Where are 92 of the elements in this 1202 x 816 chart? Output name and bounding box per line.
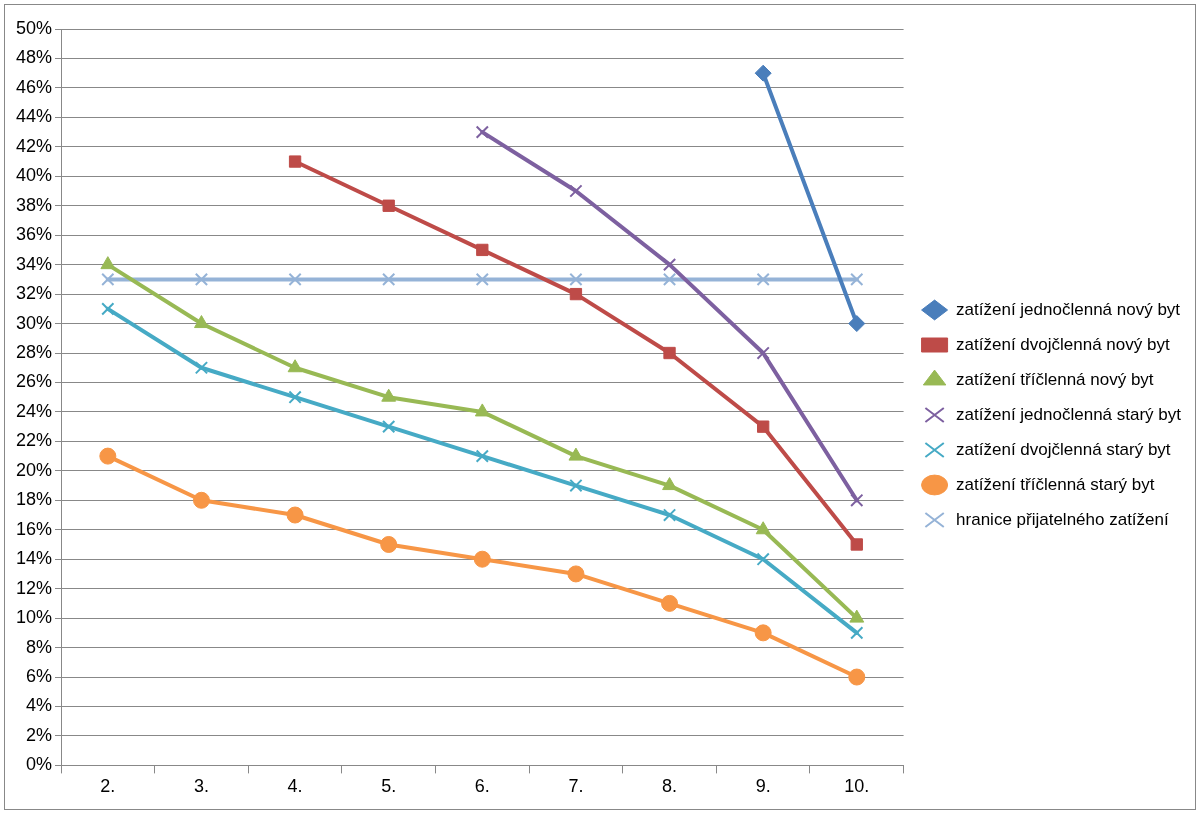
y-tick-label: 4%	[26, 695, 53, 716]
legend-label: zatížení dvojčlenná starý byt	[956, 439, 1171, 459]
legend-label: zatížení dvojčlenná nový byt	[956, 334, 1170, 354]
point	[662, 508, 677, 522]
point	[567, 565, 585, 583]
point	[662, 257, 677, 272]
point	[194, 315, 209, 329]
x-tick-label: 8.	[662, 776, 678, 797]
y-tick-label: 26%	[16, 371, 53, 392]
point	[850, 272, 864, 287]
point	[756, 272, 770, 287]
legend-label: hranice přijatelného zatížení	[956, 509, 1169, 529]
x-tick-label: 4.	[287, 776, 303, 797]
point	[663, 346, 676, 360]
y-tick-label: 14%	[16, 548, 53, 569]
legend-label: zatížení jednočlenná starý byt	[956, 404, 1182, 424]
point	[286, 506, 304, 524]
y-tick-label: 18%	[16, 489, 53, 510]
point	[192, 491, 210, 509]
point	[755, 521, 771, 535]
y-tick-label: 10%	[16, 607, 53, 628]
y-tick-label: 20%	[16, 459, 53, 480]
x-tick-label: 6.	[474, 776, 490, 797]
x-tick-label: 9.	[755, 776, 771, 797]
x-tick-label: 3.	[193, 776, 209, 797]
point	[756, 552, 770, 566]
point	[288, 155, 302, 168]
y-tick-label: 0%	[26, 754, 53, 775]
y-tick-label: 28%	[16, 341, 53, 362]
point	[850, 493, 864, 507]
point	[568, 447, 584, 461]
point	[475, 449, 489, 463]
y-tick-label: 40%	[16, 165, 53, 186]
y-tick-label: 6%	[26, 666, 53, 686]
point	[569, 272, 583, 287]
point	[287, 359, 303, 373]
y-tick-label: 8%	[26, 636, 53, 657]
point	[569, 287, 583, 301]
point	[476, 243, 489, 257]
point	[380, 535, 398, 553]
y-tick-label: 42%	[16, 135, 53, 156]
point	[850, 626, 864, 640]
y-tick-label: 38%	[16, 194, 53, 215]
point	[661, 594, 679, 612]
x-tick-label: 5.	[381, 776, 397, 797]
point	[382, 272, 396, 287]
point	[101, 302, 115, 316]
point	[382, 199, 395, 212]
point	[288, 390, 302, 404]
point	[756, 346, 770, 360]
point	[194, 361, 209, 375]
y-tick-label: 32%	[16, 283, 53, 304]
point	[662, 477, 677, 491]
point	[569, 478, 583, 493]
x-tick-label: 7.	[568, 776, 584, 797]
point	[662, 272, 677, 287]
y-tick-label: 2%	[26, 724, 53, 745]
point	[100, 256, 116, 270]
legend-label: zatížení jednočlenná nový byt	[956, 299, 1181, 319]
y-tick-label: 16%	[16, 518, 53, 539]
x-tick-label: 2.	[100, 776, 116, 797]
legend-label: zatížení tříčlenná starý byt	[956, 474, 1155, 494]
y-tick-label: 44%	[16, 106, 53, 127]
y-tick-label: 22%	[16, 430, 53, 451]
point	[474, 403, 490, 417]
legend-label: zatížení tříčlenná nový byt	[956, 369, 1154, 389]
y-tick-label: 46%	[16, 76, 53, 97]
point	[101, 272, 115, 287]
point	[194, 272, 209, 287]
point	[475, 272, 489, 287]
point	[754, 64, 772, 82]
point	[381, 388, 397, 402]
point	[288, 272, 302, 287]
point	[754, 624, 772, 642]
y-tick-label: 50%	[16, 17, 53, 38]
point	[569, 184, 583, 198]
point	[848, 668, 866, 686]
x-tick-label: 10.	[844, 776, 870, 797]
y-tick-label: 24%	[16, 400, 53, 421]
point	[849, 609, 865, 623]
point	[848, 315, 866, 333]
y-tick-label: 36%	[16, 224, 53, 245]
point	[473, 550, 491, 568]
point	[382, 420, 396, 434]
point	[475, 125, 489, 139]
y-tick-label: 12%	[16, 577, 53, 598]
y-tick-label: 48%	[16, 47, 53, 68]
y-tick-label: 34%	[16, 253, 53, 274]
point	[99, 447, 117, 465]
point	[850, 538, 863, 551]
point	[757, 420, 770, 433]
y-tick-label: 30%	[16, 312, 53, 333]
